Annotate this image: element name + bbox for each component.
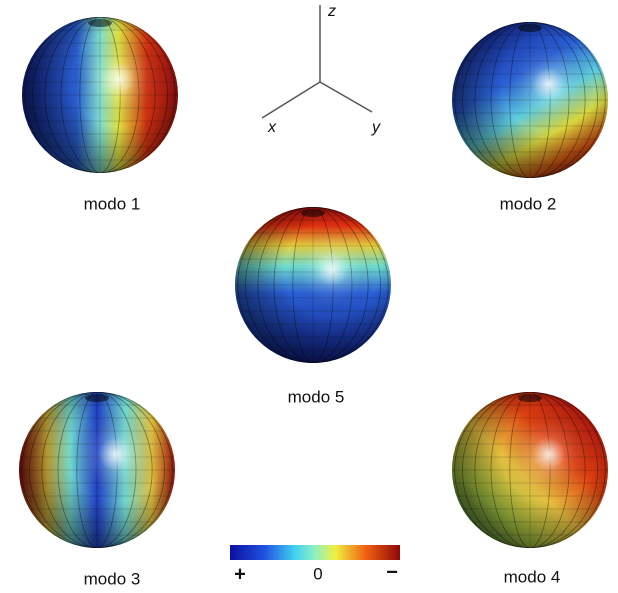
- sphere-label: modo 5: [288, 387, 345, 406]
- sphere: [452, 392, 608, 548]
- sphere-shading: [22, 17, 178, 173]
- colorbar-label: +: [234, 563, 246, 585]
- sphere-label: modo 1: [84, 194, 141, 213]
- colorbar-label: 0: [313, 564, 322, 583]
- axis-label: x: [267, 119, 277, 136]
- sphere-shading: [452, 22, 608, 178]
- colorbar: [230, 545, 400, 560]
- axis-label: z: [327, 3, 336, 20]
- sphere-shading: [235, 207, 391, 363]
- sphere: [22, 17, 178, 173]
- sphere-shading: [19, 392, 175, 548]
- colorbar-label: −: [386, 561, 398, 583]
- sphere: [19, 392, 175, 548]
- axis-label: y: [371, 119, 381, 136]
- sphere-shading: [452, 392, 608, 548]
- axes-triad: [262, 5, 372, 118]
- sphere-label: modo 4: [504, 567, 561, 586]
- figure: z x y modo 1 modo 2 modo 5 modo 3 modo 4 + 0…: [0, 0, 618, 593]
- spheres: modo 1 modo 2 modo 5 modo 3 modo 4: [19, 17, 608, 588]
- sphere: [452, 22, 608, 178]
- sphere-label: modo 2: [500, 194, 557, 213]
- sphere: [235, 207, 391, 363]
- sphere-label: modo 3: [84, 569, 141, 588]
